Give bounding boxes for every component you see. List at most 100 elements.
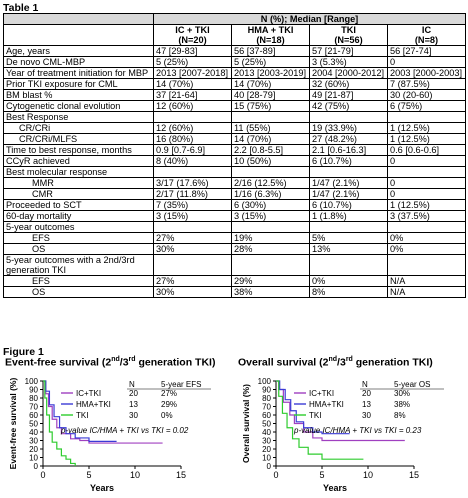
table-row: 60-day mortality 3 (15%) 3 (15%) 1 (1.8%) 3 … [3, 210, 466, 222]
row-label: 5-year outcomes [3, 221, 154, 233]
y-tick-label: 20 [29, 445, 38, 454]
y-axis-label: Overall survival (%) [241, 384, 251, 463]
y-tick-label: 50 [262, 420, 271, 429]
table-cell: 8% [309, 286, 388, 298]
survival-curve [43, 380, 76, 466]
y-tick-label: 80 [262, 394, 271, 403]
table-cell: 1 (12.5%) [387, 199, 466, 211]
row-label: De novo CML-MBP [3, 56, 154, 68]
legend-n: 30 [362, 411, 371, 420]
table-cell: 27% [153, 275, 232, 287]
legend-label: HMA+TKI [76, 400, 111, 409]
row-label: 60-day mortality [3, 210, 154, 222]
table-cell: 40 [28-79] [231, 89, 310, 101]
legend-rate: 0% [161, 411, 173, 420]
table-cell: 14 (70%) [231, 78, 310, 90]
legend-n: 20 [362, 389, 371, 398]
row-label: Best molecular response [3, 166, 154, 178]
table-cell: 0 [387, 177, 466, 189]
table-cell: 0% [387, 243, 466, 255]
x-axis-label: Years [90, 483, 114, 493]
table-row: BM blast % 37 [21-64] 40 [28-79] 49 [21-87]… [3, 89, 466, 101]
table-cell: 7 (35%) [153, 199, 232, 211]
x-tick-label: 15 [409, 470, 419, 480]
table-row: Time to best response, months 0.9 [0.7-6.… [3, 144, 466, 156]
table-cell [231, 221, 310, 233]
efs-chart: Event-free survival (2nd/3rd generation … [3, 356, 233, 498]
row-label: CCyR achieved [3, 155, 154, 167]
table-cell: 13% [309, 243, 388, 255]
x-tick-label: 5 [86, 470, 91, 480]
table-cell: 2013 [2007-2018] [153, 67, 232, 79]
legend-label: TKI [76, 411, 88, 420]
row-label: Proceeded to SCT [3, 199, 154, 211]
y-tick-label: 0 [34, 462, 39, 471]
table-cell: 0.6 [0.6-0.6] [387, 144, 466, 156]
table-cell: 30 (20-60) [387, 89, 466, 101]
table-cell: 19 (33.9%) [309, 122, 388, 134]
y-axis-label: Event-free survival (%) [8, 378, 18, 470]
table-row: OS 30% 28% 13% 0% [3, 243, 466, 255]
table-cell: 49 [21-87] [309, 89, 388, 101]
table-title: Table 1 [3, 2, 39, 14]
table-row: Age, years 47 [29-83] 56 [37-89] 57 [21-79]… [3, 45, 466, 57]
section-row: Best Response [3, 111, 466, 123]
y-tick-label: 90 [29, 386, 38, 395]
table-cell: 7 (87.5%) [387, 78, 466, 90]
section-row: 5-year outcomes with a 2nd/3rd generatio… [3, 254, 466, 276]
y-tick-label: 80 [29, 394, 38, 403]
figure-title: Figure 1 [3, 346, 44, 358]
legend-n: 30 [129, 411, 138, 420]
column-header: IC (N=8) [387, 24, 466, 46]
legend-rate: 38% [394, 400, 410, 409]
legend-n: 20 [129, 389, 138, 398]
legend-rate-header: 5-year OS [394, 380, 430, 389]
table-cell: 27 (48.2%) [309, 133, 388, 145]
table-cell [231, 166, 310, 178]
y-tick-label: 70 [262, 403, 271, 412]
table-cell: 27% [153, 232, 232, 244]
legend-label: HMA+TKI [309, 400, 344, 409]
survival-curve [43, 380, 117, 442]
legend-n-header: N [129, 380, 135, 389]
table-cell: 15 (75%) [231, 100, 310, 112]
table-cell [387, 166, 466, 178]
legend-rate: 29% [161, 400, 177, 409]
table-cell: 1/47 (2.1%) [309, 188, 388, 200]
chart-title: Overall survival (2nd/3rd generation TKI… [238, 356, 433, 369]
legend-rate-header: 5-year EFS [161, 380, 201, 389]
table-row: CR/CRi/MLFS 16 (80%) 14 (70%) 27 (48.2%) 1 (… [3, 133, 466, 145]
table-cell: 11 (55%) [231, 122, 310, 134]
y-tick-label: 90 [262, 386, 271, 395]
legend-n: 13 [129, 400, 138, 409]
y-tick-label: 10 [29, 454, 38, 463]
table-cell: 6 (75%) [387, 100, 466, 112]
table-cell: 6 (10.7%) [309, 199, 388, 211]
table-row: Proceeded to SCT 7 (35%) 6 (30%) 6 (10.7%) 1… [3, 199, 466, 211]
table-cell [153, 111, 232, 123]
table-row: OS 30% 38% 8% N/A [3, 286, 466, 298]
x-tick-label: 5 [319, 470, 324, 480]
table-cell [387, 111, 466, 123]
table-cell: 30% [153, 286, 232, 298]
row-label: MMR [3, 177, 154, 189]
section-row: 5-year outcomes [3, 221, 466, 233]
table-cell: 56 [37-89] [231, 45, 310, 57]
table-cell: 42 (75%) [309, 100, 388, 112]
x-tick-label: 10 [130, 470, 140, 480]
table-cell: 10 (50%) [231, 155, 310, 167]
table-cell: 30% [153, 243, 232, 255]
table-row: Prior TKI exposure for CML 14 (70%) 14 (70… [3, 78, 466, 90]
table-row: EFS 27% 19% 5% 0% [3, 232, 466, 244]
table-row: CCyR achieved 8 (40%) 10 (50%) 6 (10.7%) 0 [3, 155, 466, 167]
table-cell: 0 [387, 155, 466, 167]
table-cell: 2004 [2000-2012] [309, 67, 388, 79]
table-cell: 2.2 [0.8-5.5] [231, 144, 310, 156]
table-cell [309, 254, 388, 276]
table-cell: 2/17 (11.8%) [153, 188, 232, 200]
row-label: Year of treatment initiation for MBP [3, 67, 154, 79]
table-cell: 12 (60%) [153, 100, 232, 112]
row-label: 5-year outcomes with a 2nd/3rd generatio… [3, 254, 154, 276]
